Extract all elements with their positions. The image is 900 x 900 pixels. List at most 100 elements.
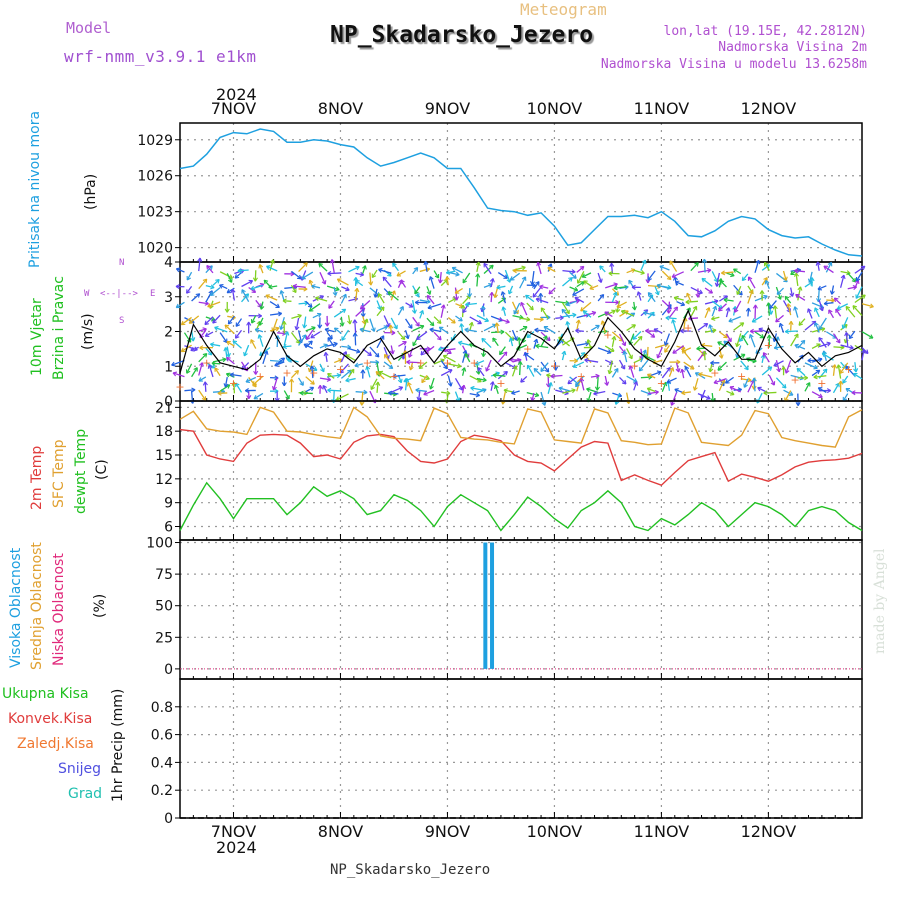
wind-barb-head (564, 350, 567, 356)
wind-barb-head (312, 327, 316, 331)
wind-barb-head (793, 272, 797, 277)
wind-barb (823, 265, 834, 274)
wind-barb (219, 332, 228, 343)
wind-barb-head (308, 340, 313, 343)
wind-barb (519, 317, 531, 321)
wind-barb-head (415, 389, 420, 393)
wind-barb (326, 285, 340, 291)
wind-barb-head (599, 265, 604, 268)
wind-barb-head (345, 377, 349, 382)
wind-barb-head (567, 379, 570, 384)
wind-barb-head (438, 349, 443, 352)
wind-barb-head (279, 325, 282, 330)
wind-barb (412, 316, 420, 327)
wind-barb-head (580, 352, 585, 355)
wind-barb-head (696, 345, 701, 350)
wind-barb-head (643, 310, 648, 314)
wind-barb-head (496, 284, 501, 289)
wind-barb (604, 345, 615, 352)
wind-barb-head (251, 320, 256, 324)
compass-s-label: S (119, 316, 125, 326)
wind-barb-head (246, 321, 250, 326)
wind-barb-head (301, 334, 307, 338)
wind-barb-head (253, 370, 257, 375)
wind-barb-head (845, 366, 848, 371)
wind-barb-head (546, 316, 551, 320)
wind-barb-head (500, 329, 505, 333)
wind-barb-head (794, 306, 799, 310)
wind-barb (811, 369, 821, 377)
wind-barb-head (356, 266, 360, 271)
wind-barb-head (604, 382, 608, 386)
wind-barb-head (299, 383, 304, 386)
wind-barb-head (390, 324, 394, 329)
wind-barb (390, 345, 394, 355)
wind-barb-head (498, 320, 503, 322)
wind-barb (291, 314, 302, 319)
wind-barb-head (384, 326, 389, 330)
wind-barb (519, 326, 528, 332)
wind-barb-head (354, 287, 358, 292)
wind-barb (604, 311, 613, 318)
wind-barb-head (464, 327, 469, 330)
wind-barb (629, 365, 635, 378)
wind-barb-head (412, 343, 417, 347)
wind-barb-head (229, 274, 233, 279)
wind-barb-head (359, 327, 364, 330)
wind-barb-head (335, 291, 338, 296)
wind-barb (569, 286, 578, 292)
wind-barb-head (377, 306, 381, 311)
wind-barb-head (797, 401, 801, 406)
wind-barb-head (671, 273, 675, 278)
wind-barb-head (781, 386, 787, 389)
wind-barb (725, 376, 734, 384)
wind-barb-head (310, 333, 314, 338)
wind-barb-head (248, 321, 252, 326)
wind-barb-head (290, 273, 295, 277)
wind-barb-head (426, 375, 430, 380)
wind-barb-head (489, 381, 494, 385)
wind-barb-head (751, 290, 754, 295)
wind-barb-head (375, 359, 380, 363)
wind-barb-head (342, 322, 345, 327)
wind-barb (647, 270, 656, 281)
wind-barb (184, 317, 195, 324)
wind-barb (719, 280, 727, 288)
wind-barb-head (201, 362, 204, 367)
wind-barb-head (794, 343, 799, 346)
wind-barb-head (327, 273, 332, 277)
wind-barb-head (818, 327, 823, 330)
wind-barb-head (400, 337, 405, 341)
wind-barb-head (784, 369, 787, 374)
wind-barb (775, 360, 781, 373)
gust-marker: + (764, 339, 773, 352)
wind-barb-head (370, 387, 375, 390)
wind-barb-head (217, 392, 222, 396)
wind-barb-head (813, 374, 818, 378)
wind-barb (696, 347, 706, 350)
gust-marker: + (256, 370, 265, 383)
wind-barb-head (523, 353, 527, 358)
wind-barb (290, 332, 301, 344)
wind-barb (376, 335, 385, 349)
wind-barb (835, 308, 842, 317)
wind-barb (497, 351, 508, 363)
wind-barb-head (785, 295, 790, 299)
wind-barb-head (483, 262, 488, 266)
wind-barb (303, 343, 314, 350)
wind-barb (458, 341, 470, 346)
wind-barb-head (758, 328, 762, 333)
wind-barb (354, 332, 357, 346)
wind-barb (558, 387, 570, 392)
wind-barb-head (597, 279, 602, 283)
wind-barb-head (406, 361, 411, 365)
wind-barb-head (596, 325, 600, 330)
wind-barb-head (648, 376, 653, 380)
compass-arrow: <--|--> (100, 289, 138, 299)
wind-barb-head (811, 277, 815, 282)
wind-barb-head (796, 368, 799, 373)
wind-barb-head (199, 257, 203, 262)
wind-barb-head (582, 310, 586, 315)
wind-barb-head (774, 305, 778, 310)
wind-barb-head (384, 353, 389, 357)
